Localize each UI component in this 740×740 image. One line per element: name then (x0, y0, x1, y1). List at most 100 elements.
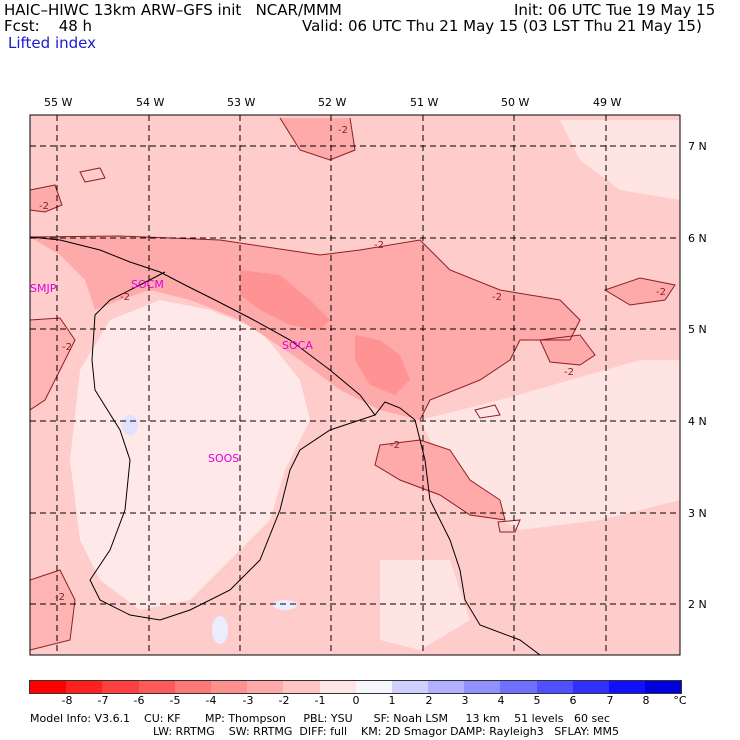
station-label: SOCM (131, 278, 164, 291)
positive-li-spot (273, 600, 297, 610)
colorbar-tick: 2 (425, 694, 433, 707)
model-info-line1: Model Info: V3.6.1 CU: KF MP: Thompson P… (30, 712, 610, 725)
lat-label: 7 N (688, 140, 707, 153)
map-frame (29, 114, 681, 656)
colorbar-tick: -2 (278, 694, 290, 707)
low-instability-region (560, 120, 680, 200)
lat-label: 3 N (688, 507, 707, 520)
contour-line (30, 317, 76, 411)
contour-line (474, 404, 501, 419)
contour-label: -2 (55, 592, 65, 603)
contour-line (30, 235, 581, 421)
colorbar-swatch (536, 681, 573, 693)
contour-label: -2 (374, 240, 384, 251)
contour-label: -2 (390, 440, 400, 451)
colorbar-tick: -4 (205, 694, 217, 707)
colorbar-tick: 3 (461, 694, 469, 707)
low-instability-region (380, 560, 470, 650)
border-line (89, 271, 376, 621)
coastline (30, 236, 416, 421)
forecast-hour: Fcst: 48 h (4, 17, 93, 35)
colorbar-swatch (464, 681, 501, 693)
colorbar-swatch (66, 681, 103, 693)
lat-label: 2 N (688, 598, 707, 611)
station-label: SOCA (282, 339, 313, 352)
model-title: HAIC–HIWC 13km ARW–GFS init NCAR/MMM (4, 1, 342, 19)
border-line (414, 419, 541, 655)
colorbar-swatch (102, 681, 139, 693)
lon-label: 51 W (410, 96, 439, 109)
colorbar-swatch (283, 681, 320, 693)
li-minus2-region (280, 118, 355, 160)
colorbar-tick: -7 (97, 694, 109, 707)
lat-label: 4 N (688, 415, 707, 428)
contour-label: -2 (492, 292, 502, 303)
contour-label: -2 (120, 292, 130, 303)
colorbar-tick: 7 (606, 694, 614, 707)
li-minus2-region (375, 440, 505, 520)
field-name: Lifted index (8, 34, 96, 52)
contour-line (79, 167, 106, 183)
colorbar-tick: -3 (242, 694, 254, 707)
colorbar-swatch (30, 681, 67, 693)
li-minus3-region (240, 270, 330, 330)
contour-line (374, 439, 506, 521)
lon-label: 53 W (227, 96, 256, 109)
li-minus2-region (540, 335, 595, 365)
colorbar-tick: -8 (61, 694, 73, 707)
colorbar-swatch (319, 681, 356, 693)
model-info-line2: LW: RRTMG SW: RRTMG DIFF: full KM: 2D Sm… (153, 725, 619, 738)
colorbar-swatch (645, 681, 682, 693)
colorbar-tick: 1 (388, 694, 396, 707)
colorbar-swatch (138, 681, 175, 693)
colorbar-tick: 5 (533, 694, 541, 707)
colorbar-swatch (210, 681, 248, 693)
colorbar-swatch (428, 681, 465, 693)
lon-label: 50 W (501, 96, 530, 109)
colorbar-tick: 6 (569, 694, 577, 707)
contour-line (279, 117, 356, 161)
li-minus2-region (605, 278, 675, 305)
contour-line (603, 277, 676, 306)
colorbar-unit: °C (673, 694, 687, 707)
lat-label: 6 N (688, 232, 707, 245)
colorbar-swatch (174, 681, 211, 693)
lon-label: 55 W (44, 96, 73, 109)
li-minus3-region (355, 335, 410, 395)
contour-label: -2 (338, 125, 348, 136)
lon-label: 52 W (318, 96, 347, 109)
colorbar-tick: 0 (352, 694, 360, 707)
colorbar-swatch (355, 681, 392, 693)
contour-line (539, 334, 596, 366)
lat-label: 5 N (688, 323, 707, 336)
colorbar (29, 680, 683, 694)
positive-li-spot (122, 415, 138, 435)
lon-label: 49 W (593, 96, 622, 109)
colorbar-tick: 4 (497, 694, 505, 707)
colorbar-swatch (572, 681, 609, 693)
contour-label: -2 (564, 367, 574, 378)
low-instability-region (70, 300, 310, 610)
low-instability-region (420, 360, 680, 530)
li-minus2-region (30, 318, 75, 410)
colorbar-tick: -1 (314, 694, 326, 707)
contour-line (497, 519, 521, 533)
contour-line (30, 184, 63, 213)
li-minus2-region (30, 236, 580, 420)
station-label: SOOS (208, 452, 240, 465)
colorbar-tick: 8 (642, 694, 650, 707)
init-time: Init: 06 UTC Tue 19 May 15 (514, 1, 716, 19)
li-minus2-region (30, 570, 75, 650)
colorbar-swatch (247, 681, 284, 693)
valid-time: Valid: 06 UTC Thu 21 May 15 (03 LST Thu … (302, 17, 702, 35)
colorbar-tick: -5 (169, 694, 181, 707)
contour-line (30, 569, 76, 651)
colorbar-tick: -6 (133, 694, 145, 707)
lon-label: 54 W (136, 96, 165, 109)
colorbar-swatch (500, 681, 537, 693)
contour-label: -2 (39, 201, 49, 212)
station-label: SMJP (30, 282, 57, 295)
contour-label: -2 (656, 287, 666, 298)
contour-label: -2 (62, 342, 72, 353)
